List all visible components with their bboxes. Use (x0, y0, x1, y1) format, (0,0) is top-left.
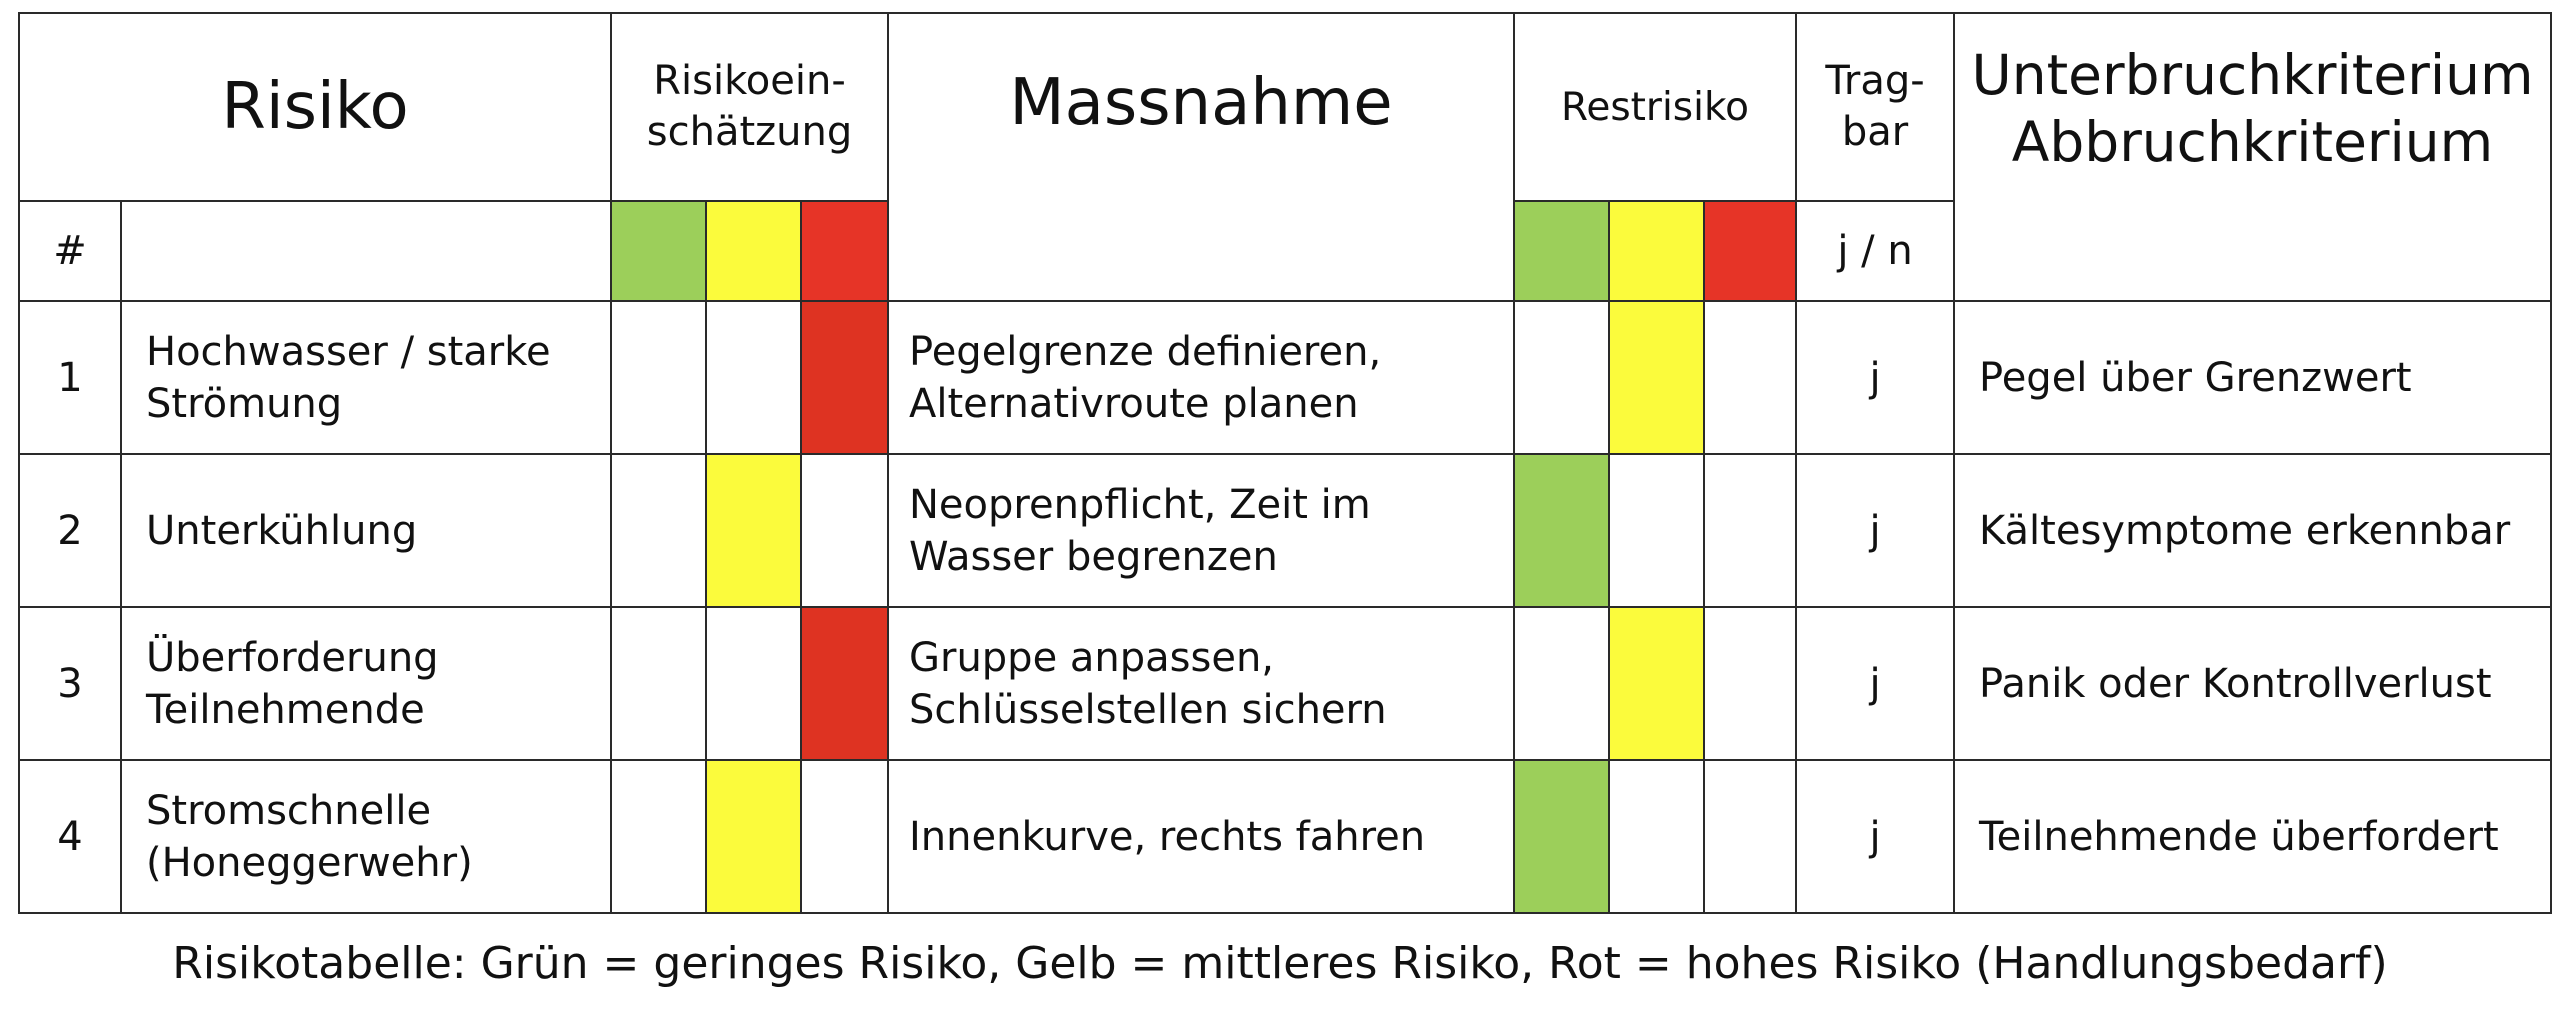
header-massnahme: Massnahme (887, 12, 1515, 302)
row-number: 4 (18, 759, 122, 914)
einschaetzung-yellow-cell (705, 453, 802, 608)
restrisiko-yellow-cell (1608, 300, 1705, 455)
restrisiko-green-cell (1513, 453, 1610, 608)
table-row: 4 Stromschnelle (Honeggerwehr) Innenkurv… (18, 759, 2552, 914)
row-tragbar: j (1795, 759, 1955, 914)
table-row: 3 Überforderung Teilnehmende Gruppe anpa… (18, 606, 2552, 761)
einschaetzung-red-cell (800, 300, 889, 455)
row-number: 1 (18, 300, 122, 455)
legend-green-restrisiko (1513, 200, 1610, 302)
restrisiko-yellow-cell (1608, 759, 1705, 914)
restrisiko-red-cell (1703, 606, 1797, 761)
row-risiko: Hochwasser / starke Strömung (120, 300, 612, 455)
legend-red-einschaetzung (800, 200, 889, 302)
header-row-2: # j / n (18, 200, 2551, 302)
row-risiko: Stromschnelle (Honeggerwehr) (120, 759, 612, 914)
einschaetzung-red-cell (800, 759, 889, 914)
row-kriterium: Panik oder Kontrollverlust (1953, 606, 2552, 761)
einschaetzung-yellow-cell (705, 606, 802, 761)
row-risiko: Überforderung Teilnehmende (120, 606, 612, 761)
row-kriterium: Kältesymptome erkennbar (1953, 453, 2552, 608)
header-jn: j / n (1795, 200, 1955, 302)
row-massnahme: Neoprenpflicht, Zeit im Wasser begrenzen (887, 453, 1515, 608)
restrisiko-red-cell (1703, 759, 1797, 914)
restrisiko-green-cell (1513, 759, 1610, 914)
legend-green-einschaetzung (610, 200, 707, 302)
row-massnahme: Pegelgrenze definieren, Alternativroute … (887, 300, 1515, 455)
restrisiko-red-cell (1703, 300, 1797, 455)
header-tragbar: Trag- bar (1795, 12, 1955, 202)
einschaetzung-green-cell (610, 759, 707, 914)
risk-table: Risiko Risikoein- schätzung Massnahme Re… (18, 12, 2552, 914)
row-number: 2 (18, 453, 122, 608)
row-risiko: Unterkühlung (120, 453, 612, 608)
legend-yellow-einschaetzung (705, 200, 802, 302)
table-row: 1 Hochwasser / starke Strömung Pegelgren… (18, 300, 2552, 455)
row-number: 3 (18, 606, 122, 761)
restrisiko-green-cell (1513, 606, 1610, 761)
einschaetzung-yellow-cell (705, 300, 802, 455)
einschaetzung-green-cell (610, 606, 707, 761)
header-risiko-blank (120, 200, 612, 302)
header-risiko: Risiko (18, 12, 612, 202)
einschaetzung-red-cell (800, 606, 889, 761)
row-massnahme: Gruppe anpassen, Schlüsselstellen sicher… (887, 606, 1515, 761)
header-kriterium: Unterbruchkriterium Abbruchkriterium (1953, 12, 2552, 302)
table-caption: Risikotabelle: Grün = geringes Risiko, G… (172, 938, 2388, 989)
header-number: # (18, 200, 122, 302)
table-row: 2 Unterkühlung Neoprenpflicht, Zeit im W… (18, 453, 2552, 608)
einschaetzung-green-cell (610, 300, 707, 455)
header-row-1: Risiko Risikoein- schätzung Massnahme Re… (18, 12, 2552, 302)
row-kriterium: Pegel über Grenzwert (1953, 300, 2552, 455)
restrisiko-yellow-cell (1608, 453, 1705, 608)
header-restrisiko: Restrisiko (1513, 12, 1797, 202)
restrisiko-red-cell (1703, 453, 1797, 608)
row-kriterium: Teilnehmende überfordert (1953, 759, 2552, 914)
row-tragbar: j (1795, 606, 1955, 761)
row-tragbar: j (1795, 453, 1955, 608)
legend-yellow-restrisiko (1608, 200, 1705, 302)
einschaetzung-green-cell (610, 453, 707, 608)
einschaetzung-yellow-cell (705, 759, 802, 914)
header-risikoeinschaetzung: Risikoein- schätzung (610, 12, 889, 202)
restrisiko-green-cell (1513, 300, 1610, 455)
legend-red-restrisiko (1703, 200, 1797, 302)
row-massnahme: Innenkurve, rechts fahren (887, 759, 1515, 914)
einschaetzung-red-cell (800, 453, 889, 608)
row-tragbar: j (1795, 300, 1955, 455)
restrisiko-yellow-cell (1608, 606, 1705, 761)
